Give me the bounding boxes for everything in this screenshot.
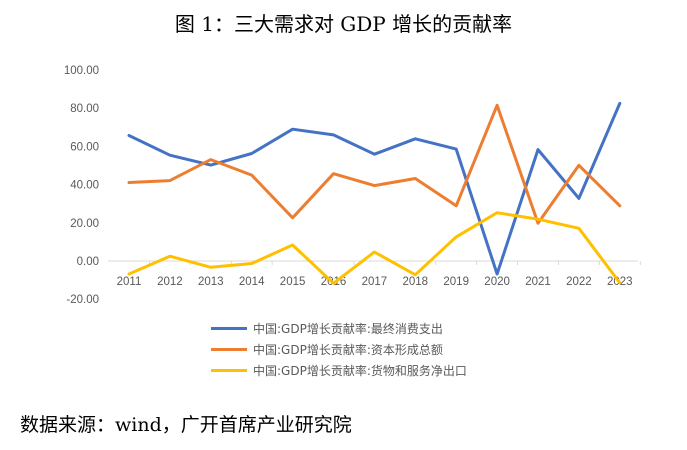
legend: 中国:GDP增长贡献率:最终消费支出 中国:GDP增长贡献率:资本形成总额中国:G…: [211, 318, 467, 381]
legend-label: 中国:GDP增长贡献率:资本形成总额: [253, 343, 443, 357]
legend-swatch: [211, 327, 247, 330]
legend-swatch: [211, 348, 247, 351]
x-tick-label: 2017: [362, 276, 388, 288]
x-tick-label: 2019: [443, 276, 469, 288]
chart-title: 图 1：三大需求对 GDP 增长的贡献率: [174, 12, 513, 36]
legend-swatch: [211, 369, 247, 372]
series-line-1: [127, 101, 622, 276]
legend-item-2: 中国:GDP增长贡献率:资本形成总额: [211, 339, 467, 360]
y-tick-label: 20.00: [70, 218, 99, 230]
y-tick-label: 40.00: [70, 180, 99, 192]
x-tick-label: 2022: [566, 276, 592, 288]
y-tick-label: -20.00: [66, 294, 99, 306]
axis-layer: -20.00 0.00 20.00 40.00 60.00 80.00 100.00 2011…: [64, 65, 641, 306]
source-note: 数据来源：wind，广开首席产业研究院: [20, 414, 352, 436]
x-tick-label: 2020: [484, 276, 510, 288]
x-tick-label: 2015: [280, 276, 306, 288]
x-tick-label: 2011: [117, 276, 142, 288]
x-tick-label: 2021: [525, 276, 551, 288]
series-line-2: [127, 103, 622, 225]
x-tick-label: 2013: [198, 276, 224, 288]
legend-label: 中国:GDP增长贡献率:最终消费支出: [253, 322, 443, 336]
y-tick-label: 0.00: [77, 256, 99, 268]
x-tick-label: 2014: [239, 276, 265, 288]
legend-item-3: 中国:GDP增长贡献率:货物和服务净出口: [211, 360, 467, 381]
line-chart: -20.00 0.00 20.00 40.00 60.00 80.00 100.00 2011…: [64, 65, 641, 306]
x-tick-label: 2012: [157, 276, 183, 288]
series-layer: [127, 101, 622, 285]
legend-label: 中国:GDP增长贡献率:货物和服务净出口: [253, 364, 467, 378]
y-tick-label: 80.00: [70, 103, 99, 115]
y-tick-label: 60.00: [70, 141, 99, 153]
legend-item-1: 中国:GDP增长贡献率:最终消费支出: [211, 318, 467, 339]
x-tick-label: 2018: [403, 276, 429, 288]
series-line-3: [127, 211, 622, 285]
y-tick-label: 100.00: [64, 65, 99, 77]
